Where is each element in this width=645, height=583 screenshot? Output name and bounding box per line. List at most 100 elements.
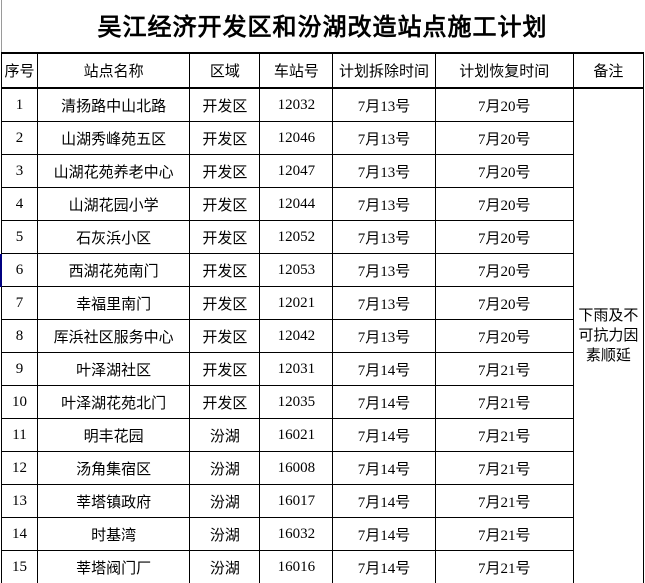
construction-plan-table: 序号 站点名称 区域 车站号 计划拆除时间 计划恢复时间 备注 1 清扬路中山北路… — [0, 52, 645, 583]
table-row: 13 莘塔镇政府 汾湖 16017 7月14号 7月21号 — [0, 484, 644, 518]
cell-area: 开发区 — [189, 87, 261, 122]
cell-area: 开发区 — [189, 286, 261, 320]
table-row: 15 莘塔阀门厂 汾湖 16016 7月14号 7月21号 — [0, 550, 644, 583]
header-serial-number: 序号 — [0, 52, 39, 89]
table-row: 4 山湖花园小学 开发区 12044 7月13号 7月20号 — [0, 187, 644, 221]
table-header-row: 序号 站点名称 区域 车站号 计划拆除时间 计划恢复时间 备注 — [0, 52, 645, 89]
cell-area: 开发区 — [189, 385, 261, 419]
cell-no: 13 — [0, 484, 39, 518]
cell-name: 莘塔阀门厂 — [37, 550, 191, 583]
cell-restore: 7月21号 — [434, 418, 574, 452]
cell-name: 幸福里南门 — [37, 286, 191, 320]
cell-demolish: 7月13号 — [332, 87, 436, 122]
cell-restore: 7月20号 — [434, 286, 574, 320]
cell-no: 3 — [0, 154, 39, 188]
cell-station: 12021 — [259, 286, 334, 320]
cell-demolish: 7月13号 — [332, 154, 436, 188]
header-restoration-time: 计划恢复时间 — [434, 52, 574, 89]
cell-station: 12053 — [259, 253, 334, 287]
cell-no: 6 — [0, 253, 39, 287]
table-row: 2 山湖秀峰苑五区 开发区 12046 7月13号 7月20号 — [0, 121, 644, 155]
cell-area: 汾湖 — [189, 418, 261, 452]
table-row: 7 幸福里南门 开发区 12021 7月13号 7月20号 — [0, 286, 644, 320]
cell-area: 开发区 — [189, 154, 261, 188]
cell-name: 明丰花园 — [37, 418, 191, 452]
cell-area: 开发区 — [189, 319, 261, 353]
cell-demolish: 7月13号 — [332, 286, 436, 320]
cell-restore: 7月20号 — [434, 121, 574, 155]
cell-restore: 7月20号 — [434, 253, 574, 287]
cell-no: 2 — [0, 121, 39, 155]
table-row: 9 叶泽湖社区 开发区 12031 7月14号 7月21号 — [0, 352, 644, 386]
cell-no: 7 — [0, 286, 39, 320]
cell-station: 16032 — [259, 517, 334, 551]
cell-station: 16008 — [259, 451, 334, 485]
cell-demolish: 7月14号 — [332, 418, 436, 452]
cell-restore: 7月21号 — [434, 517, 574, 551]
cell-no: 8 — [0, 319, 39, 353]
cell-demolish: 7月13号 — [332, 220, 436, 254]
cell-area: 开发区 — [189, 220, 261, 254]
cell-demolish: 7月13号 — [332, 253, 436, 287]
cell-station: 12047 — [259, 154, 334, 188]
header-remarks: 备注 — [572, 52, 645, 89]
cell-restore: 7月20号 — [434, 87, 574, 122]
cell-restore: 7月21号 — [434, 484, 574, 518]
cell-demolish: 7月14号 — [332, 451, 436, 485]
table-row: 11 明丰花园 汾湖 16021 7月14号 7月21号 — [0, 418, 644, 452]
table-row: 5 石灰浜小区 开发区 12052 7月13号 7月20号 — [0, 220, 644, 254]
cell-name: 山湖花苑养老中心 — [37, 154, 191, 188]
cell-restore: 7月21号 — [434, 352, 574, 386]
cell-demolish: 7月14号 — [332, 517, 436, 551]
cell-station: 16021 — [259, 418, 334, 452]
table-row: 1 清扬路中山北路 开发区 12032 7月13号 7月20号 下雨及不可抗力因素顺延 — [0, 87, 645, 583]
cell-demolish: 7月14号 — [332, 484, 436, 518]
cell-name: 西湖花苑南门 — [37, 253, 191, 287]
header-area: 区域 — [189, 52, 261, 89]
cell-name: 莘塔镇政府 — [37, 484, 191, 518]
cell-no: 5 — [0, 220, 39, 254]
cell-station: 12052 — [259, 220, 334, 254]
cell-no: 10 — [0, 385, 39, 419]
row6-selection-marker — [0, 254, 2, 287]
cell-station: 16016 — [259, 550, 334, 583]
cell-name: 山湖花园小学 — [37, 187, 191, 221]
cell-area: 汾湖 — [189, 484, 261, 518]
cell-area: 开发区 — [189, 121, 261, 155]
table-row: 14 时基湾 汾湖 16032 7月14号 7月21号 — [0, 517, 644, 551]
cell-name: 时基湾 — [37, 517, 191, 551]
header-station-number: 车站号 — [259, 52, 334, 89]
cell-name: 石灰浜小区 — [37, 220, 191, 254]
cell-station: 12031 — [259, 352, 334, 386]
cell-name: 叶泽湖社区 — [37, 352, 191, 386]
cell-name: 厍浜社区服务中心 — [37, 319, 191, 353]
cell-area: 汾湖 — [189, 517, 261, 551]
header-demolition-time: 计划拆除时间 — [332, 52, 436, 89]
cell-restore: 7月20号 — [434, 154, 574, 188]
cell-area: 开发区 — [189, 352, 261, 386]
title-left-edge-line — [1, 0, 2, 53]
cell-no: 11 — [0, 418, 39, 452]
cell-restore: 7月21号 — [434, 550, 574, 583]
cell-restore: 7月21号 — [434, 385, 574, 419]
cell-area: 开发区 — [189, 187, 261, 221]
header-station-name: 站点名称 — [37, 52, 191, 89]
cell-no: 9 — [0, 352, 39, 386]
table-row: 3 山湖花苑养老中心 开发区 12047 7月13号 7月20号 — [0, 154, 644, 188]
cell-demolish: 7月14号 — [332, 352, 436, 386]
cell-restore: 7月20号 — [434, 319, 574, 353]
cell-no: 1 — [0, 87, 39, 122]
cell-no: 12 — [0, 451, 39, 485]
cell-restore: 7月21号 — [434, 451, 574, 485]
cell-demolish: 7月14号 — [332, 385, 436, 419]
cell-area: 开发区 — [189, 253, 261, 287]
cell-name: 叶泽湖花苑北门 — [37, 385, 191, 419]
table-row: 8 厍浜社区服务中心 开发区 12042 7月13号 7月20号 — [0, 319, 644, 353]
cell-no: 14 — [0, 517, 39, 551]
cell-station: 12035 — [259, 385, 334, 419]
table-row: 10 叶泽湖花苑北门 开发区 12035 7月14号 7月21号 — [0, 385, 644, 419]
cell-restore: 7月20号 — [434, 187, 574, 221]
table-body: 1 清扬路中山北路 开发区 12032 7月13号 7月20号 下雨及不可抗力因素顺延 2 山湖… — [0, 87, 645, 583]
cell-name: 汤角集宿区 — [37, 451, 191, 485]
